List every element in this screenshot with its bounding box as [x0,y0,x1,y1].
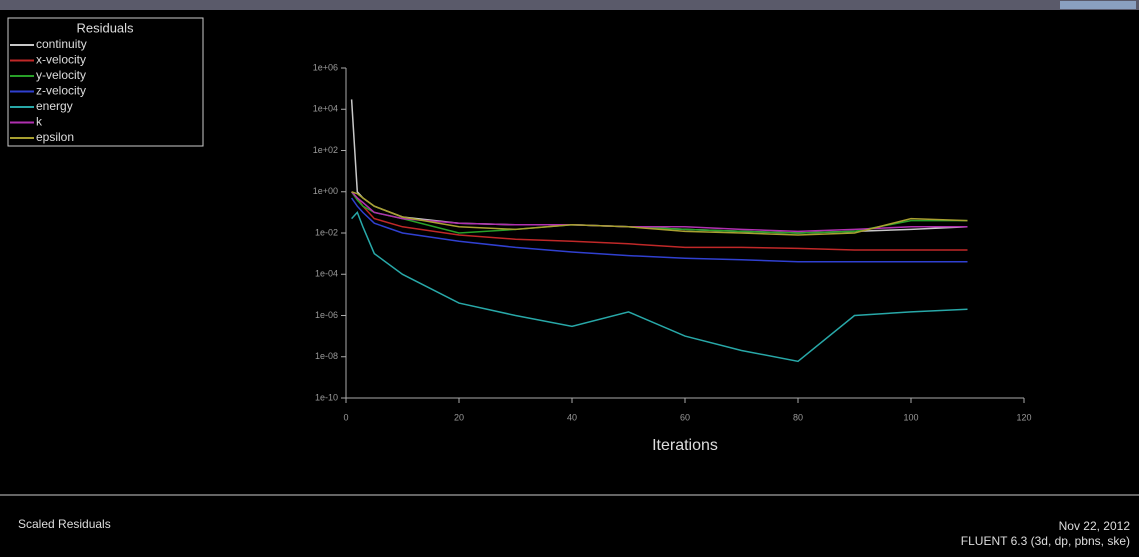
legend-label: continuity [36,37,87,51]
x-tick-label: 40 [567,412,577,422]
x-axis-label: Iterations [652,437,718,454]
footer-version: FLUENT 6.3 (3d, dp, pbns, ske) [961,534,1130,548]
x-tick-label: 120 [1016,412,1031,422]
legend-label: z-velocity [36,84,86,98]
y-tick-label: 1e+06 [313,62,338,72]
footer-date: Nov 22, 2012 [1059,519,1131,533]
legend-label: epsilon [36,130,74,144]
x-tick-label: 60 [680,412,690,422]
y-tick-label: 1e-06 [315,310,338,320]
y-tick-label: 1e+04 [313,104,338,114]
x-tick-label: 80 [793,412,803,422]
x-tick-label: 100 [903,412,918,422]
legend-box [7,17,204,147]
series-line [351,191,968,233]
y-tick-label: 1e-10 [315,392,338,402]
series-line [351,191,968,236]
series-line [351,211,968,363]
x-tick-label: 20 [454,412,464,422]
y-tick-label: 1e-04 [315,269,338,279]
series-line [350,99,968,234]
y-tick-label: 1e-08 [315,351,338,361]
title-bar [0,0,1139,10]
legend-label: x-velocity [36,53,86,67]
legend-label: energy [36,99,73,113]
series-line [350,197,968,263]
legend-label: k [36,115,43,129]
y-tick-label: 1e-02 [315,227,338,237]
footer-left: Scaled Residuals [18,517,111,531]
series-line [351,191,968,251]
x-tick-label: 0 [343,412,348,422]
y-tick-label: 1e+00 [313,186,338,196]
legend-label: y-velocity [36,68,86,82]
window-controls[interactable] [1060,1,1136,9]
legend-title: Residuals [76,20,134,35]
y-tick-label: 1e+02 [313,145,338,155]
